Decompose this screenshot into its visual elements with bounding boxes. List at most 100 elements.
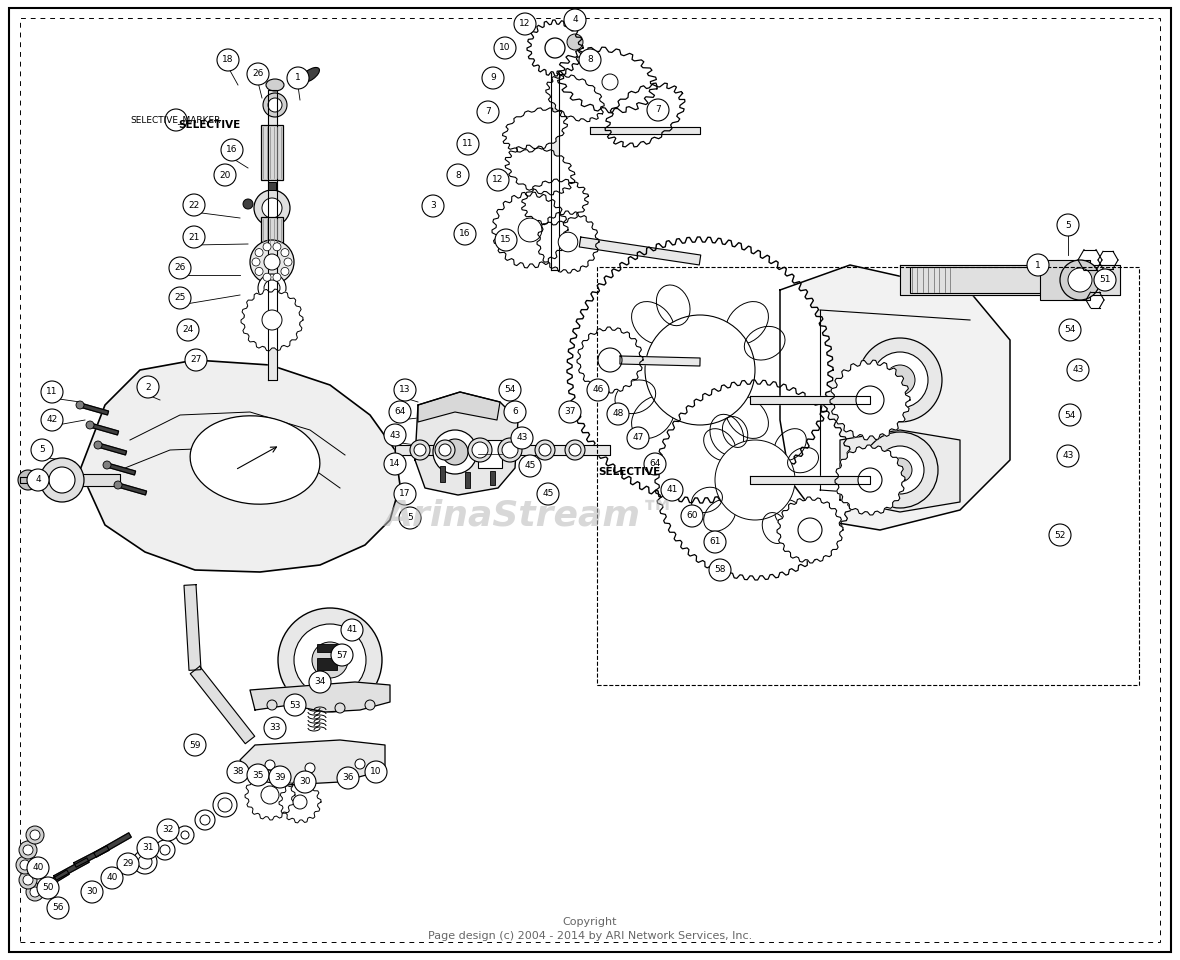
Circle shape [602,74,618,90]
Circle shape [281,249,289,256]
Polygon shape [546,74,604,122]
Circle shape [365,761,387,783]
Circle shape [309,671,332,693]
Circle shape [264,717,286,739]
Bar [317,658,337,670]
Bar [910,267,1090,293]
Circle shape [37,877,59,899]
Polygon shape [418,392,500,422]
Text: 26: 26 [175,263,185,273]
Text: 14: 14 [389,460,401,468]
Circle shape [539,444,551,456]
Circle shape [645,315,755,425]
Circle shape [661,479,683,501]
Text: 21: 21 [189,232,199,242]
Circle shape [293,795,307,809]
Text: 1: 1 [295,74,301,83]
Text: 56: 56 [52,903,64,913]
Polygon shape [579,237,701,265]
Bar [440,466,445,482]
Circle shape [273,274,281,281]
Text: 43: 43 [1073,366,1083,374]
Text: 40: 40 [32,863,44,873]
Text: 45: 45 [524,462,536,470]
Text: 32: 32 [163,826,173,834]
Circle shape [244,292,300,348]
Circle shape [498,438,522,462]
Circle shape [518,218,542,242]
Text: 29: 29 [123,859,133,869]
Circle shape [137,837,159,859]
Polygon shape [106,463,136,475]
Bar [261,125,283,180]
Text: ArinaStream™: ArinaStream™ [384,498,676,532]
Circle shape [439,444,451,456]
Polygon shape [278,781,321,823]
Circle shape [519,455,540,477]
Text: 60: 60 [687,512,697,520]
Circle shape [433,430,477,474]
Circle shape [177,319,199,341]
Text: 13: 13 [399,386,411,395]
Polygon shape [577,327,643,393]
Text: SELECTIVE: SELECTIVE [178,120,241,130]
Circle shape [332,644,353,666]
Circle shape [1060,260,1100,300]
Circle shape [114,481,122,489]
Text: 64: 64 [649,460,661,468]
Polygon shape [118,483,146,495]
Text: 48: 48 [612,410,624,419]
Text: 35: 35 [253,771,264,780]
Circle shape [559,401,581,423]
Circle shape [494,229,517,251]
Text: SELECTIVE: SELECTIVE [598,467,661,477]
Text: 26: 26 [253,69,263,79]
Text: 7: 7 [655,106,661,114]
Polygon shape [492,192,568,268]
Text: 16: 16 [227,146,237,155]
Circle shape [885,365,914,395]
Circle shape [184,734,206,756]
Text: 52: 52 [1054,531,1066,540]
Circle shape [263,243,271,251]
Circle shape [19,871,37,889]
Polygon shape [830,360,910,440]
Polygon shape [590,127,700,133]
Circle shape [268,98,282,112]
Circle shape [1057,445,1079,467]
Circle shape [214,793,237,817]
Text: 20: 20 [219,171,230,180]
Circle shape [586,379,609,401]
Circle shape [255,268,263,276]
Text: 10: 10 [499,43,511,53]
Circle shape [264,280,280,296]
Circle shape [798,518,822,542]
Circle shape [422,195,444,217]
Circle shape [227,761,249,783]
Circle shape [627,427,649,449]
Text: 7: 7 [485,108,491,116]
Text: 54: 54 [1064,325,1076,334]
Text: 10: 10 [371,767,382,777]
Circle shape [1068,268,1092,292]
Bar [1040,260,1090,300]
Circle shape [165,109,186,131]
Circle shape [31,439,53,461]
Circle shape [41,381,63,403]
Circle shape [94,441,101,449]
Circle shape [579,49,601,71]
Circle shape [304,763,315,773]
Polygon shape [620,356,700,366]
Text: 9: 9 [490,74,496,83]
Polygon shape [505,145,575,195]
Circle shape [384,453,406,475]
Polygon shape [93,833,131,857]
Text: 12: 12 [519,19,531,29]
Circle shape [262,198,282,218]
Polygon shape [54,858,90,880]
Text: 8: 8 [588,56,592,64]
Circle shape [284,258,291,266]
Circle shape [294,624,366,696]
Circle shape [27,469,50,491]
Circle shape [1067,359,1089,381]
